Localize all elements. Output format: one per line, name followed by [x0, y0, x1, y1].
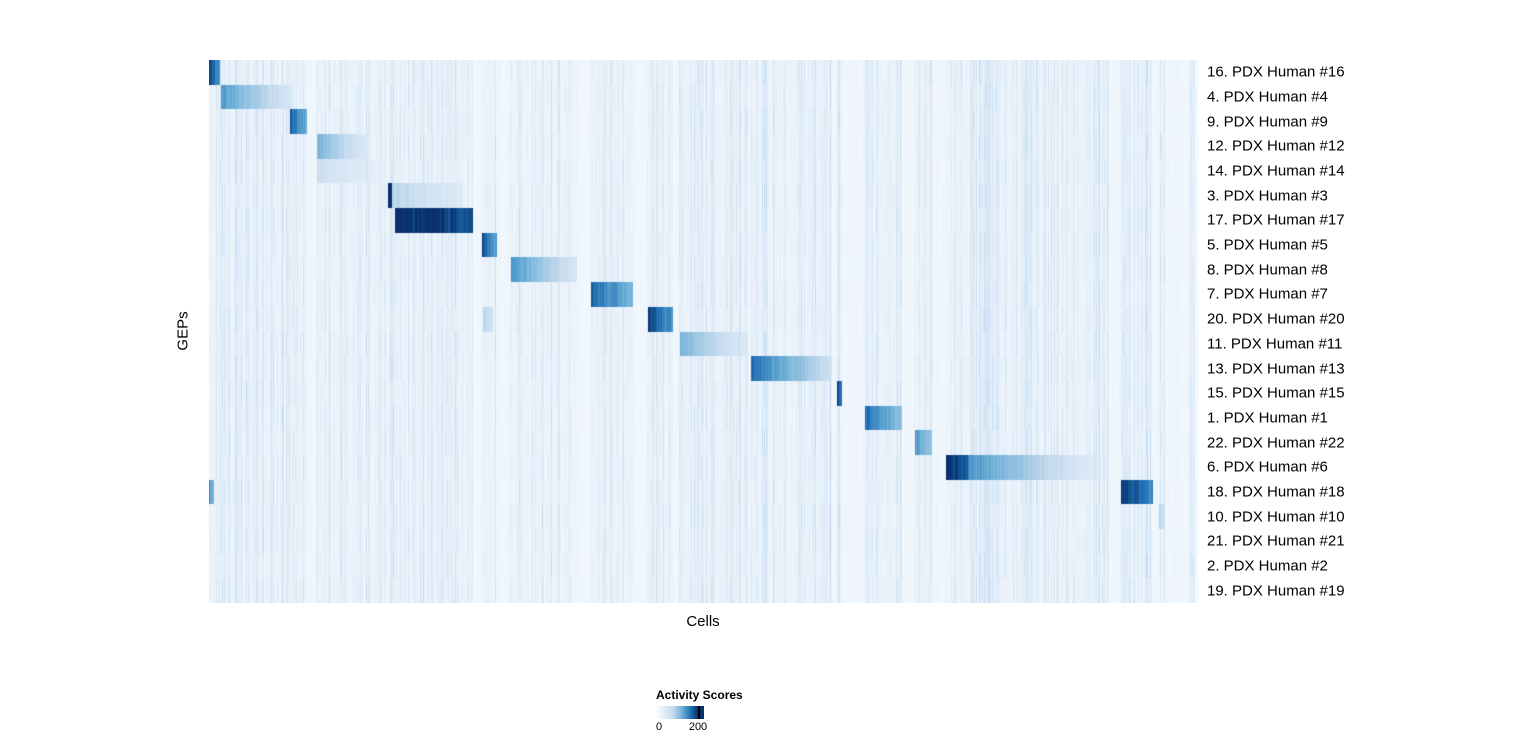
legend-title: Activity Scores: [656, 688, 743, 702]
row-label: 13. PDX Human #13: [1207, 360, 1345, 378]
row-label: 14. PDX Human #14: [1207, 162, 1345, 180]
y-axis-label: GEPs: [174, 311, 192, 351]
row-labels: 16. PDX Human #16 4. PDX Human #4 9. PDX H…: [1207, 60, 1437, 603]
row-label: 16. PDX Human #16: [1207, 63, 1345, 81]
row-label: 22. PDX Human #22: [1207, 434, 1345, 452]
row-label: 20. PDX Human #20: [1207, 310, 1345, 328]
row-label: 21. PDX Human #21: [1207, 532, 1345, 550]
legend-tick-200: [698, 706, 700, 719]
row-label: 10. PDX Human #10: [1207, 508, 1345, 526]
heatmap-plot: [209, 60, 1198, 603]
row-label: 2. PDX Human #2: [1207, 557, 1328, 575]
legend: Activity Scores 0 200: [656, 688, 776, 733]
row-label: 12. PDX Human #12: [1207, 137, 1345, 155]
row-label: 19. PDX Human #19: [1207, 582, 1345, 600]
row-label: 5. PDX Human #5: [1207, 236, 1328, 254]
row-label: 15. PDX Human #15: [1207, 384, 1345, 402]
row-label: 1. PDX Human #1: [1207, 409, 1328, 427]
row-label: 6. PDX Human #6: [1207, 458, 1328, 476]
x-axis-label: Cells: [686, 613, 720, 630]
row-label: 17. PDX Human #17: [1207, 211, 1345, 229]
legend-max-label: 200: [688, 721, 708, 733]
row-label: 7. PDX Human #7: [1207, 285, 1328, 303]
row-label: 8. PDX Human #8: [1207, 261, 1328, 279]
row-label: 4. PDX Human #4: [1207, 88, 1328, 106]
legend-min-label: 0: [656, 721, 663, 733]
row-label: 18. PDX Human #18: [1207, 483, 1345, 501]
heatmap-canvas: [209, 60, 1198, 603]
row-label: 3. PDX Human #3: [1207, 187, 1328, 205]
row-label: 11. PDX Human #11: [1207, 335, 1343, 353]
row-label: 9. PDX Human #9: [1207, 113, 1328, 131]
legend-gradient-bar: [656, 706, 704, 719]
legend-tick-labels: 0 200: [656, 719, 708, 733]
